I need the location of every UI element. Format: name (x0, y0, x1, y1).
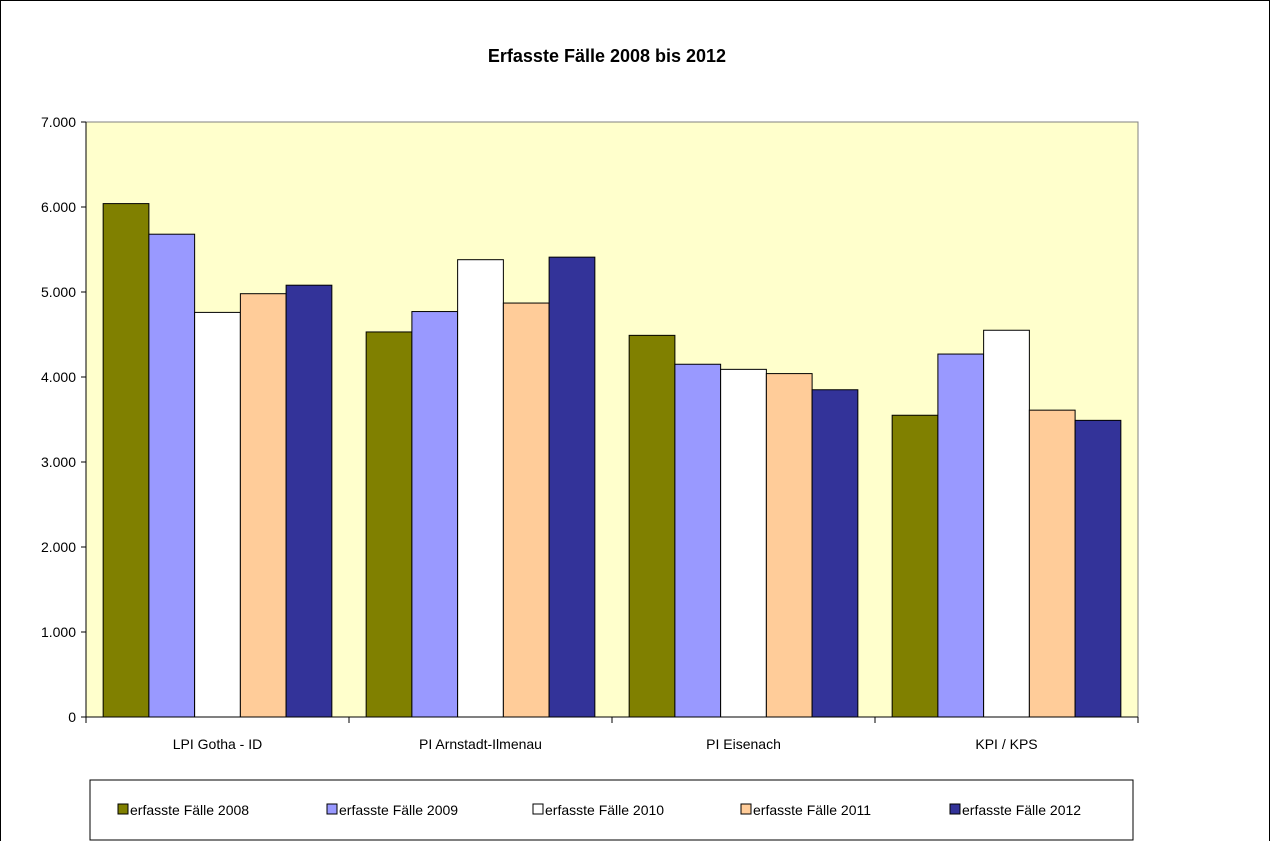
x-axis: LPI Gotha - ID PI Arnstadt-Ilmenau PI Eise… (85, 716, 1139, 752)
bar-4-1 (239, 293, 287, 718)
bar-5-3 (811, 389, 859, 718)
bar-2-1 (148, 233, 196, 718)
y-tick-label: 2.000 (41, 539, 76, 555)
legend-label: erfasste Fälle 2012 (962, 802, 1081, 818)
x-tick-label: LPI Gotha - ID (173, 736, 262, 752)
x-tick-label: PI Arnstadt-Ilmenau (419, 736, 542, 752)
y-tick-label: 3.000 (41, 454, 76, 470)
chart-title: Erfasste Fälle 2008 bis 2012 (488, 46, 726, 66)
legend-swatch (949, 803, 961, 815)
y-tick-label: 6.000 (41, 199, 76, 215)
x-tick-label: PI Eisenach (706, 736, 781, 752)
legend-label: erfasste Fälle 2011 (753, 802, 871, 818)
bar-3-3 (720, 368, 767, 718)
bar-4-4 (1028, 409, 1076, 718)
legend-label: erfasste Fälle 2009 (339, 802, 458, 818)
legend-swatch (117, 803, 129, 815)
bar-2-3 (674, 363, 722, 718)
legend-label: erfasste Fälle 2010 (545, 802, 664, 818)
bar-1-4 (891, 414, 939, 718)
bar-1-1 (102, 203, 150, 718)
legend-swatch (532, 803, 544, 815)
bar-2-4 (937, 353, 985, 718)
bar-4-2 (502, 302, 550, 718)
legend-label: erfasste Fälle 2008 (130, 802, 249, 818)
bar-5-4 (1074, 419, 1122, 718)
legend-swatch (740, 803, 752, 815)
y-axis: 0 1.000 2.000 3.000 4.000 5.000 6.000 7.000 (41, 114, 87, 725)
bar-5-2 (548, 256, 596, 718)
bar-4-3 (765, 373, 813, 718)
bar-3-4 (983, 329, 1030, 718)
bar-2-2 (411, 311, 459, 718)
y-tick-label: 0 (68, 709, 76, 725)
y-tick-label: 7.000 (41, 114, 76, 130)
bar-3-2 (457, 259, 504, 718)
y-tick-label: 5.000 (41, 284, 76, 300)
bar-3-1 (194, 311, 241, 718)
legend: erfasste Fälle 2008 erfasste Fälle 2009 er… (117, 802, 1081, 818)
bars (102, 203, 1122, 718)
legend-swatch (326, 803, 338, 815)
y-tick-label: 4.000 (41, 369, 76, 385)
bar-1-2 (365, 331, 413, 718)
y-tick-label: 1.000 (41, 624, 76, 640)
bar-5-1 (285, 284, 333, 718)
bar-1-3 (628, 334, 676, 718)
x-tick-label: KPI / KPS (975, 736, 1037, 752)
